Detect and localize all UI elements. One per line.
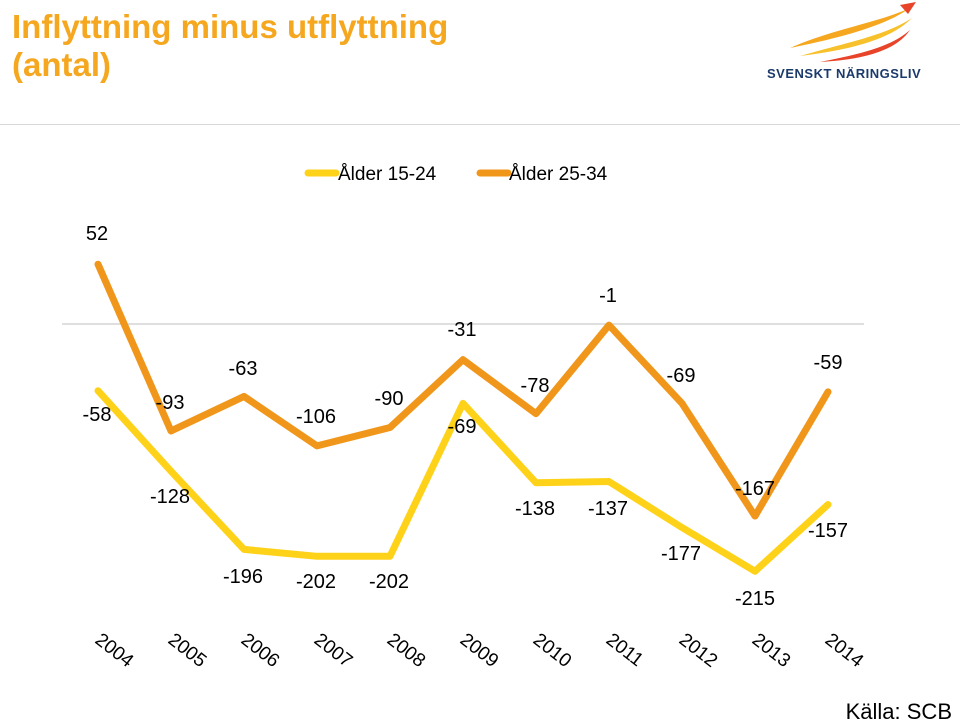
legend: Ålder 15-24 Ålder 25-34: [304, 164, 608, 185]
data-label: -59: [814, 352, 843, 374]
x-tick-label: 2004: [91, 629, 138, 672]
legend-label-25-34: Ålder 25-34: [509, 164, 608, 185]
header-divider: [0, 124, 960, 125]
data-label: -63: [229, 358, 258, 380]
data-label: -58: [83, 404, 112, 426]
x-tick-label: 2013: [748, 629, 794, 672]
legend-label-15-24: Ålder 15-24: [338, 164, 437, 185]
x-tick-label: 2010: [529, 629, 575, 672]
data-label: -69: [667, 365, 696, 387]
chart-title: Inflyttning minus utflyttning (antal): [12, 8, 448, 84]
data-label: -93: [156, 392, 185, 414]
series-line-1: [94, 260, 832, 520]
x-tick-label: 2006: [237, 629, 283, 672]
data-label: -202: [369, 571, 409, 593]
data-label: -177: [661, 543, 701, 565]
data-label: -128: [150, 486, 190, 508]
x-tick-label: 2014: [821, 629, 868, 672]
data-label: -31: [448, 319, 477, 341]
x-tick-label: 2008: [383, 629, 429, 672]
data-label: -167: [735, 478, 775, 500]
data-label: -137: [588, 498, 628, 520]
title-line-1: Inflyttning minus utflyttning: [12, 8, 449, 45]
data-label: -78: [521, 375, 550, 397]
data-label: -157: [808, 520, 848, 542]
data-label: 52: [86, 223, 108, 245]
x-tick-label: 2005: [164, 629, 210, 672]
x-tick-label: 2009: [456, 629, 502, 672]
data-label: -215: [735, 588, 775, 610]
data-label: -106: [296, 406, 336, 428]
data-label: -1: [599, 285, 617, 307]
data-label: -90: [375, 388, 404, 410]
data-label: -196: [223, 566, 263, 588]
logo-text: SVENSKT NÄRINGSLIV: [767, 66, 922, 81]
x-tick-label: 2012: [675, 629, 721, 672]
data-label: -202: [296, 571, 336, 593]
x-tick-label: 2007: [310, 629, 356, 672]
title-line-2: (antal): [12, 46, 111, 83]
source-note: Källa: SCB: [845, 699, 952, 724]
data-label: -69: [448, 416, 477, 438]
x-tick-label: 2011: [602, 629, 647, 671]
svenskt-naringsliv-logo-icon: [790, 2, 916, 62]
data-label: -138: [515, 498, 555, 520]
